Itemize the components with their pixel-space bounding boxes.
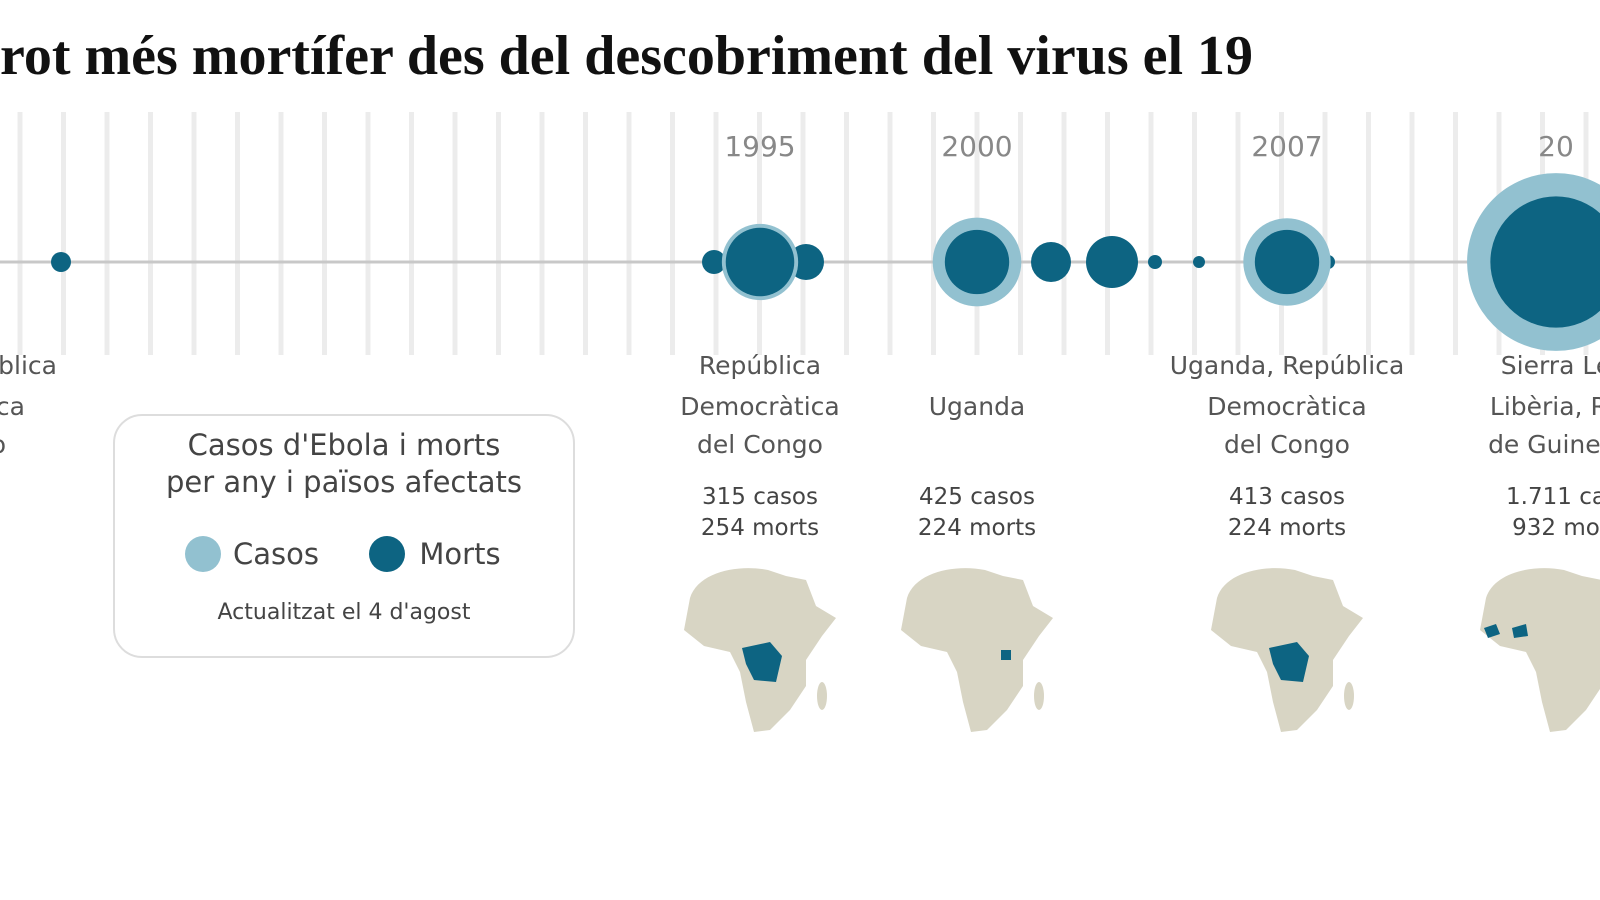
place: Uganda, República <box>1170 351 1405 380</box>
place-fragment: blica <box>0 351 57 380</box>
year: 2007 <box>1251 130 1322 163</box>
madagascar <box>1344 682 1354 710</box>
minor-bubble <box>1086 236 1138 288</box>
deaths-bubble <box>1490 196 1600 328</box>
place: Democràtica <box>1207 392 1366 421</box>
africa-map <box>1211 568 1363 732</box>
legend-swatch <box>185 536 221 572</box>
place: Sierra Le <box>1501 351 1600 380</box>
year: 2000 <box>941 130 1012 163</box>
cases-label: 315 casos <box>702 484 818 510</box>
place-fragment: ca <box>0 392 25 421</box>
legend-swatch <box>369 536 405 572</box>
place: Libèria, Re <box>1490 392 1600 421</box>
madagascar <box>817 682 827 710</box>
continent <box>1480 568 1600 732</box>
madagascar <box>1034 682 1044 710</box>
affected-country <box>1269 642 1309 682</box>
legend-title: Casos d'Ebola i morts <box>188 428 501 462</box>
legend-label: Morts <box>419 537 500 571</box>
affected-country <box>1512 624 1528 638</box>
legend-note: Actualitzat el 4 d'agost <box>218 600 471 625</box>
deaths-label: 224 morts <box>1228 515 1346 541</box>
place: República <box>699 351 821 380</box>
year: 1995 <box>724 130 795 163</box>
place: Uganda <box>929 392 1026 421</box>
affected-country <box>742 642 782 682</box>
year: 20 <box>1538 130 1574 163</box>
deaths-bubble <box>1254 229 1320 295</box>
continent <box>901 568 1053 732</box>
minor-bubble <box>1148 255 1162 269</box>
africa-map <box>684 568 836 732</box>
background-stripes <box>17 112 1589 355</box>
place-fragment: o <box>0 430 6 459</box>
deaths-label: 224 morts <box>918 515 1036 541</box>
affected-country <box>1484 624 1500 638</box>
africa-map <box>901 568 1053 732</box>
place: del Congo <box>1224 430 1350 459</box>
deaths-bubble <box>725 227 795 297</box>
deaths-label: 932 mo <box>1512 515 1600 541</box>
legend-label: Casos <box>233 537 319 571</box>
place: Democràtica <box>680 392 839 421</box>
deaths-label: 254 morts <box>701 515 819 541</box>
cases-label: 1.711 ca <box>1506 484 1600 510</box>
affected-country <box>1001 650 1011 660</box>
cases-label: 425 casos <box>919 484 1035 510</box>
minor-outbreaks <box>51 236 1515 288</box>
cases-label: 413 casos <box>1229 484 1345 510</box>
place: del Congo <box>697 430 823 459</box>
legend-title: per any i països afectats <box>166 465 522 499</box>
deaths-bubble <box>944 229 1010 295</box>
title: rot més mortífer des del descobriment de… <box>0 25 1253 87</box>
africa-map <box>1480 568 1600 732</box>
minor-bubble <box>1031 242 1071 282</box>
minor-bubble <box>702 250 726 274</box>
legend-box <box>113 414 575 658</box>
minor-bubble <box>1193 256 1205 268</box>
place: de Guinea, <box>1488 430 1600 459</box>
minor-bubble <box>51 252 71 272</box>
